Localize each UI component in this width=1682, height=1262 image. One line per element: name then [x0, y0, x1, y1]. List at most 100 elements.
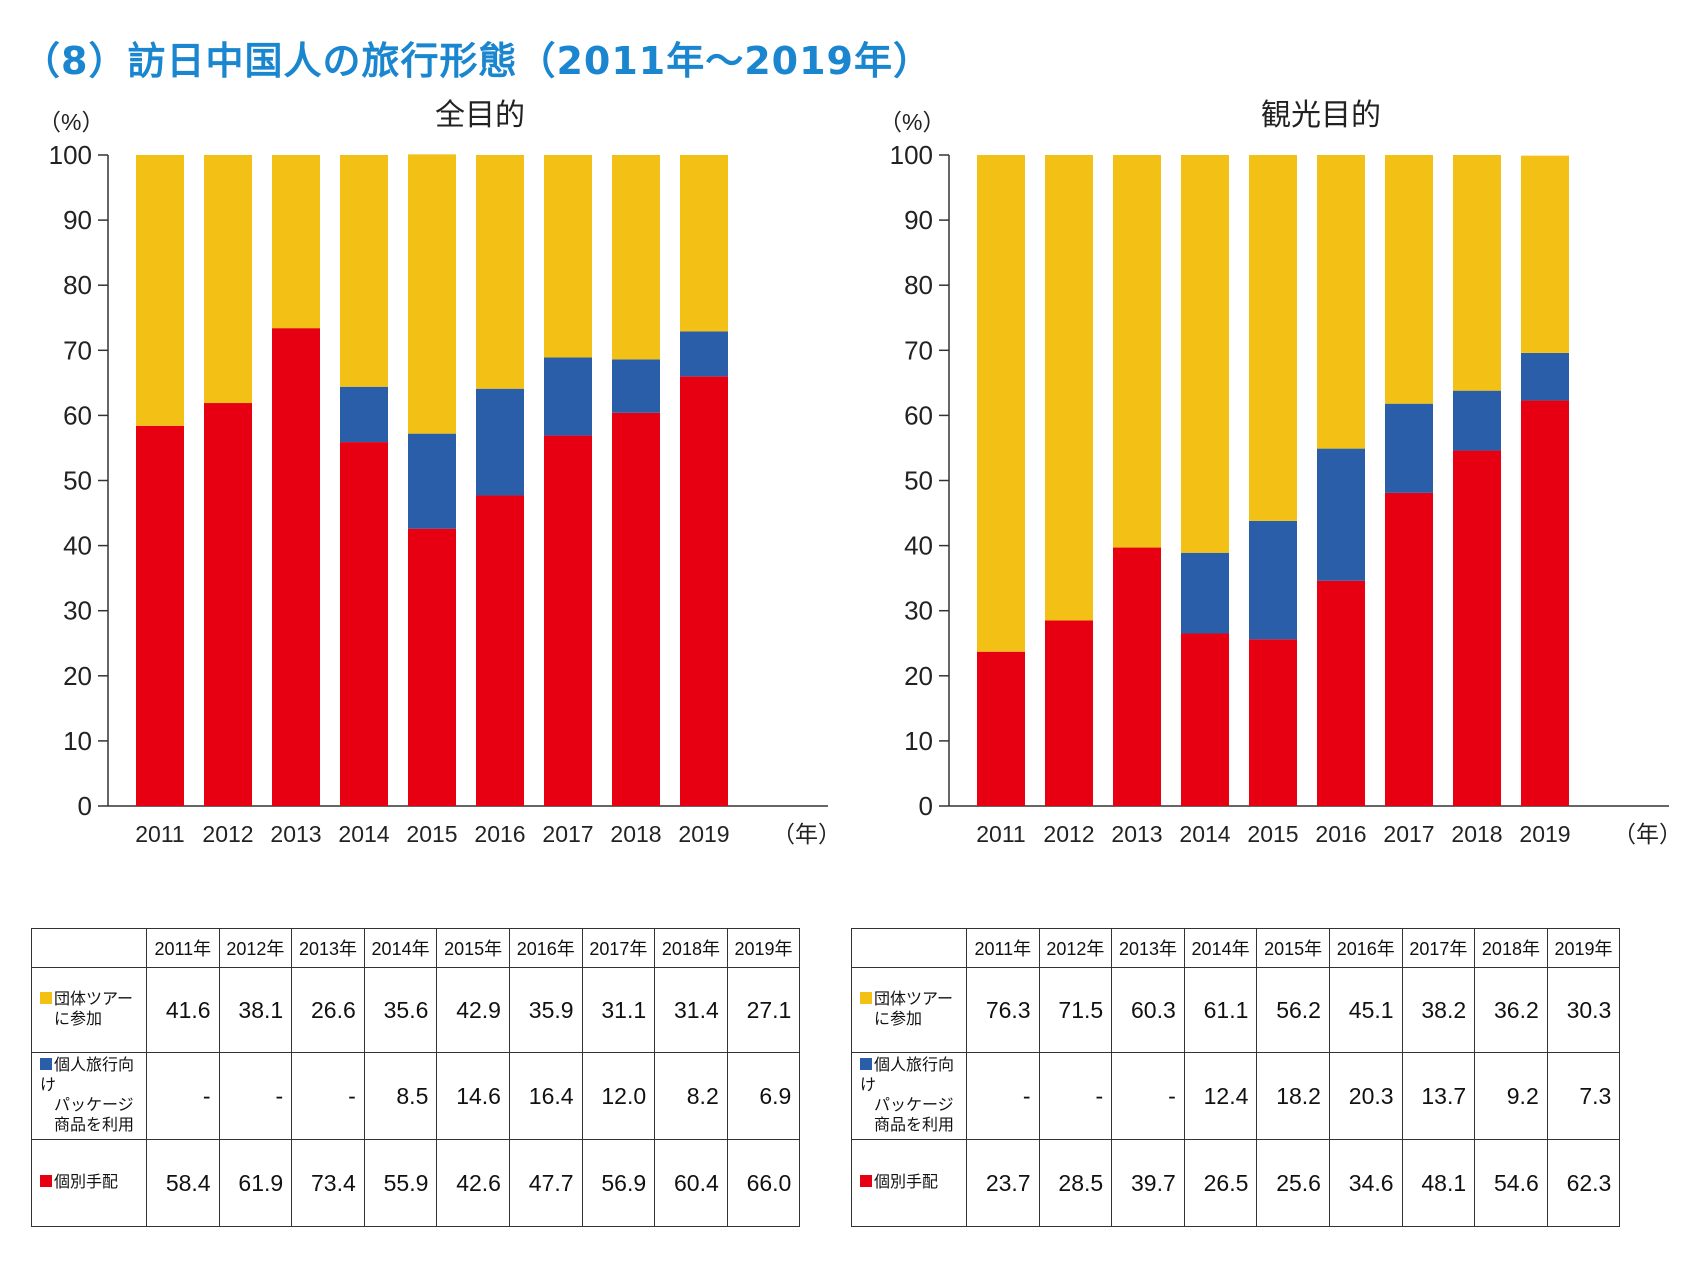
y-tick-label: 60	[904, 400, 933, 430]
x-tick-label: 2015	[406, 821, 457, 847]
table-cell: 28.5	[1038, 1139, 1113, 1227]
bar-package-2015	[408, 433, 456, 529]
table-cell: 58.4	[146, 1139, 220, 1227]
x-tick-label: 2015	[1247, 821, 1298, 847]
bar-individual-2018	[612, 412, 660, 806]
bar-group-tour-2017	[544, 155, 592, 358]
bar-individual-2014	[1181, 633, 1229, 806]
table-cell: 14.6	[436, 1052, 510, 1140]
legend-swatch	[40, 1058, 52, 1070]
bar-package-2015	[1249, 520, 1297, 640]
table-header-cell: 2015年	[1256, 928, 1330, 968]
table-cell: 31.4	[654, 967, 728, 1053]
row-header-label: 個人旅行向け	[40, 1057, 135, 1094]
table-cell: 61.1	[1183, 967, 1258, 1053]
bar-package-2017	[1385, 403, 1433, 493]
bar-individual-2013	[272, 328, 320, 806]
y-tick-label: 40	[904, 531, 933, 561]
table-cell: 48.1	[1401, 1139, 1476, 1227]
table-row: 個人旅行向け パッケージ 商品を利用 - - -12.4 18.2 20.3 13.7 9.2 7.…	[851, 1052, 1621, 1140]
table-header-cell: 2013年	[1111, 928, 1185, 968]
y-tick-label: 50	[904, 466, 933, 496]
table-corner-cell	[851, 928, 967, 968]
y-tick-label: 20	[63, 661, 92, 691]
table-header-cell: 2017年	[1401, 928, 1476, 968]
table-header-cell: 2018年	[1474, 928, 1548, 968]
bar-individual-2012	[204, 403, 252, 806]
table-cell: 31.1	[581, 967, 656, 1053]
bar-group-tour-2018	[1453, 155, 1501, 391]
row-header-legend: 個人旅行向け パッケージ 商品を利用	[851, 1052, 967, 1140]
data-table-all-purposes: 2011年 2012年 2013年 2014年 2015年 2016年 2017年 2018年…	[31, 928, 801, 1227]
table-cell: 8.5	[363, 1052, 438, 1140]
bar-individual-2016	[1317, 580, 1365, 806]
table-cell: 26.5	[1183, 1139, 1258, 1227]
y-tick-label: 100	[890, 140, 933, 170]
table-cell: 27.1	[726, 967, 801, 1053]
table-header-cell: 2012年	[218, 928, 293, 968]
row-header-legend: 団体ツアー に参加	[31, 967, 147, 1053]
bar-individual-2013	[1113, 547, 1161, 806]
table-cell: 18.2	[1256, 1052, 1330, 1140]
x-tick-label: 2018	[1451, 821, 1502, 847]
table-cell: 30.3	[1546, 967, 1621, 1053]
table-cell: 56.9	[581, 1139, 656, 1227]
bar-group-tour-2019	[680, 155, 728, 332]
y-tick-label: 20	[904, 661, 933, 691]
y-tick-label: 90	[63, 205, 92, 235]
bar-individual-2016	[476, 495, 524, 806]
x-tick-label: 2016	[474, 821, 525, 847]
table-cell: 55.9	[363, 1139, 438, 1227]
table-header-cell: 2019年	[1546, 928, 1621, 968]
table-cell: 13.7	[1401, 1052, 1476, 1140]
bar-individual-2015	[1249, 639, 1297, 806]
table-header-cell: 2018年	[654, 928, 728, 968]
bar-individual-2011	[977, 651, 1025, 806]
bar-group-tour-2011	[136, 155, 184, 426]
x-axis-unit: （年）	[772, 821, 841, 847]
table-header-cell: 2013年	[291, 928, 365, 968]
bar-group-tour-2015	[408, 154, 456, 434]
y-tick-label: 0	[78, 791, 92, 821]
y-tick-label: 30	[904, 596, 933, 626]
y-tick-label: 50	[63, 466, 92, 496]
bar-group-tour-2013	[1113, 155, 1161, 548]
table-header-cell: 2011年	[966, 928, 1040, 968]
table-cell: 42.6	[436, 1139, 510, 1227]
y-tick-label: 70	[904, 335, 933, 365]
table-cell: 7.3	[1546, 1052, 1621, 1140]
bar-package-2016	[1317, 448, 1365, 581]
legend-swatch	[40, 1175, 52, 1187]
bar-group-tour-2016	[1317, 155, 1365, 449]
table-cell: 38.1	[218, 967, 293, 1053]
bar-group-tour-2012	[1045, 155, 1093, 621]
bar-group-tour-2018	[612, 155, 660, 360]
y-tick-label: 80	[63, 270, 92, 300]
table-cell: 16.4	[508, 1052, 583, 1140]
table-cell: 73.4	[291, 1139, 365, 1227]
x-tick-label: 2013	[1111, 821, 1162, 847]
table-cell: 45.1	[1328, 967, 1403, 1053]
table-header-cell: 2015年	[436, 928, 510, 968]
bar-package-2019	[1521, 352, 1569, 401]
bar-individual-2017	[1385, 492, 1433, 806]
table-header-cell: 2011年	[146, 928, 220, 968]
table-header-cell: 2012年	[1038, 928, 1113, 968]
y-tick-label: 100	[49, 140, 92, 170]
y-tick-label: 40	[63, 531, 92, 561]
y-tick-label: 80	[904, 270, 933, 300]
table-cell: -	[1038, 1052, 1113, 1140]
table-header-cell: 2014年	[363, 928, 438, 968]
chart-title: 全目的	[435, 99, 525, 132]
table-cell: 60.3	[1111, 967, 1185, 1053]
table-cell: 26.6	[291, 967, 365, 1053]
y-tick-label: 90	[904, 205, 933, 235]
bar-package-2014	[340, 386, 388, 443]
row-header-label: 個人旅行向け	[860, 1057, 955, 1094]
row-header-label: に参加	[874, 1011, 923, 1028]
table-cell: -	[291, 1052, 365, 1140]
table-cell: 23.7	[966, 1139, 1040, 1227]
row-header-label: パッケージ	[874, 1097, 954, 1114]
bar-individual-2018	[1453, 450, 1501, 806]
x-tick-label: 2011	[976, 821, 1025, 847]
